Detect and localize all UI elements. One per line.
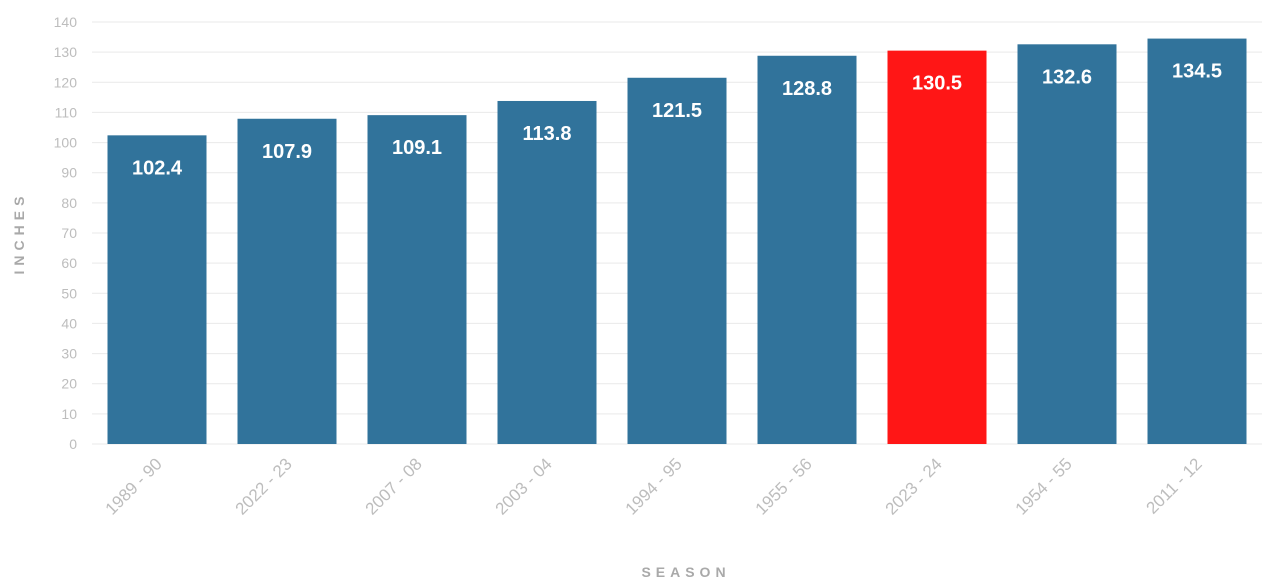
bar-highlighted xyxy=(887,50,987,445)
bar xyxy=(237,118,337,444)
x-tick-label: 2022 - 23 xyxy=(232,454,296,518)
bar-data-label: 121.5 xyxy=(652,100,702,122)
bar-data-label: 109.1 xyxy=(392,137,442,159)
x-tick-label: 2007 - 08 xyxy=(362,454,426,518)
y-tick-label: 100 xyxy=(54,135,78,151)
y-tick-label: 20 xyxy=(61,376,77,392)
bar xyxy=(497,100,597,444)
y-tick-label: 50 xyxy=(61,285,77,301)
bar-data-label: 128.8 xyxy=(782,78,832,100)
bar xyxy=(1147,38,1247,444)
x-tick-label: 2023 - 24 xyxy=(882,454,946,518)
y-tick-label: 60 xyxy=(61,255,77,271)
y-tick-label: 140 xyxy=(54,14,78,30)
bar xyxy=(627,77,727,444)
bar-data-label: 113.8 xyxy=(523,123,572,145)
bar-data-label: 132.6 xyxy=(1042,66,1092,88)
x-tick-label: 1955 - 56 xyxy=(752,454,816,518)
bars xyxy=(107,38,1247,445)
x-tick-label: 2003 - 04 xyxy=(492,454,556,518)
x-tick-label: 1954 - 55 xyxy=(1012,454,1076,518)
x-tick-label: 1994 - 95 xyxy=(622,454,686,518)
y-tick-label: 130 xyxy=(54,44,78,60)
bar-data-labels: 102.4 107.9 109.1 113.8 121.5 128.8 130.5 132.6… xyxy=(132,61,1222,180)
x-axis-title: SEASON xyxy=(641,564,730,580)
y-tick-label: 80 xyxy=(61,195,77,211)
x-axis-ticks: 1989 - 90 2022 - 23 2007 - 08 2003 - 04 1994… xyxy=(102,454,1206,518)
bar-data-label: 134.5 xyxy=(1172,61,1222,83)
y-tick-label: 90 xyxy=(61,165,77,181)
bar-data-label: 102.4 xyxy=(132,157,183,179)
bar xyxy=(757,55,857,444)
bar xyxy=(367,115,467,445)
bar-data-label: 130.5 xyxy=(912,73,962,95)
y-tick-label: 0 xyxy=(69,436,77,452)
y-tick-label: 10 xyxy=(61,406,77,422)
x-tick-label: 1989 - 90 xyxy=(102,454,166,518)
x-tick-label: 2011 - 12 xyxy=(1142,454,1205,517)
y-tick-label: 110 xyxy=(55,104,78,120)
bar xyxy=(1017,44,1117,444)
bar-data-label: 107.9 xyxy=(262,141,312,163)
y-tick-label: 40 xyxy=(61,315,77,331)
y-axis-title: INCHES xyxy=(11,192,27,275)
y-tick-label: 70 xyxy=(61,225,77,241)
y-tick-label: 120 xyxy=(54,74,78,90)
y-tick-label: 30 xyxy=(61,346,77,362)
bar xyxy=(107,135,207,444)
y-axis-ticks: 0 10 20 30 40 50 60 70 80 90 100 110 120 130 140 xyxy=(54,14,78,452)
